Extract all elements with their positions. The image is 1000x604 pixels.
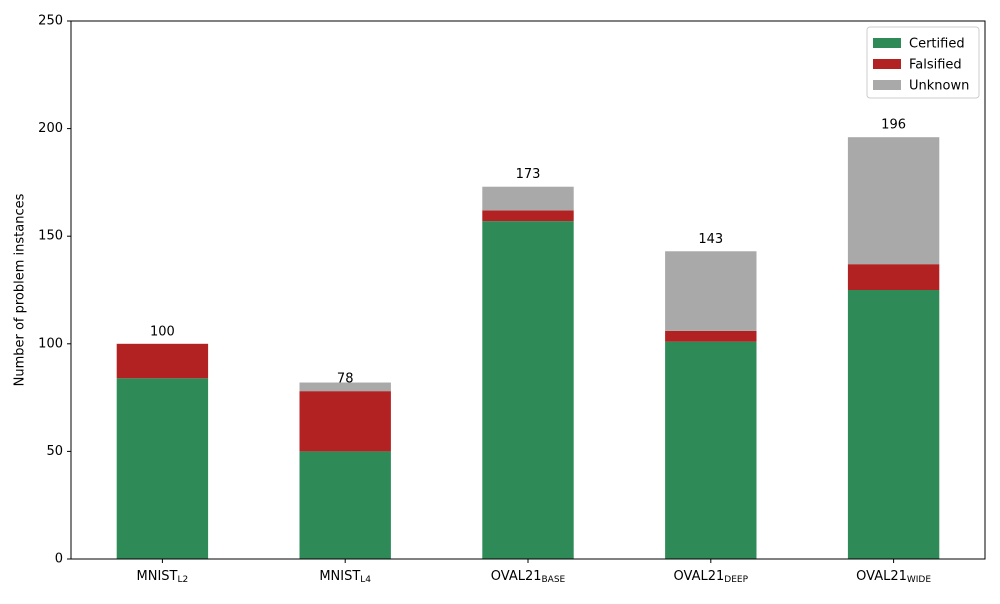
- legend-label: Unknown: [909, 79, 969, 94]
- legend-label: Falsified: [909, 58, 962, 73]
- x-tick-label: OVAL21BASE: [491, 569, 566, 585]
- y-tick-label: 200: [38, 121, 63, 136]
- total-label: 78: [337, 372, 354, 387]
- x-tick-label: MNISTL2: [137, 569, 189, 585]
- total-label: 196: [881, 118, 906, 133]
- legend-swatch: [873, 38, 901, 48]
- bar-segment: [847, 290, 940, 559]
- category-name: MNIST: [137, 569, 178, 584]
- total-label: 100: [150, 324, 175, 339]
- legend-swatch: [873, 59, 901, 69]
- category-subscript: DEEP: [724, 575, 748, 585]
- y-tick-label: 100: [38, 336, 63, 351]
- category-name: OVAL21: [674, 569, 725, 584]
- bar-segment: [482, 221, 574, 560]
- y-axis-label: Number of problem instances: [13, 193, 28, 386]
- category-subscript: L4: [360, 575, 371, 585]
- bar-segment: [665, 341, 757, 559]
- bar-segment: [299, 391, 391, 452]
- x-tick-label: MNISTL4: [319, 569, 371, 585]
- y-tick-label: 250: [38, 14, 63, 29]
- bar-segment: [482, 210, 574, 222]
- category-name: OVAL21: [491, 569, 542, 584]
- x-tick-label: OVAL21WIDE: [856, 569, 931, 585]
- bar-segment: [482, 186, 574, 211]
- bar-segment: [299, 382, 391, 392]
- total-label: 143: [698, 232, 723, 247]
- plot-frame: [70, 20, 986, 560]
- bar-segment: [299, 451, 391, 559]
- bar-segment: [847, 264, 940, 290]
- bar-segment: [847, 137, 940, 265]
- bar-segment: [116, 378, 209, 559]
- legend-label: Certified: [909, 37, 965, 52]
- y-tick-label: 50: [46, 444, 63, 459]
- category-name: MNIST: [319, 569, 360, 584]
- bar-segment: [116, 343, 209, 379]
- x-tick-label: OVAL21DEEP: [674, 569, 749, 585]
- legend-swatch: [873, 80, 901, 90]
- category-subscript: L2: [178, 575, 189, 585]
- y-tick-label: 0: [55, 552, 63, 567]
- category-subscript: WIDE: [907, 575, 931, 585]
- bar-segment: [665, 251, 757, 331]
- bar-segment: [665, 330, 757, 342]
- category-subscript: BASE: [542, 575, 566, 585]
- total-label: 173: [516, 167, 541, 182]
- y-tick-label: 150: [38, 229, 63, 244]
- category-name: OVAL21: [856, 569, 907, 584]
